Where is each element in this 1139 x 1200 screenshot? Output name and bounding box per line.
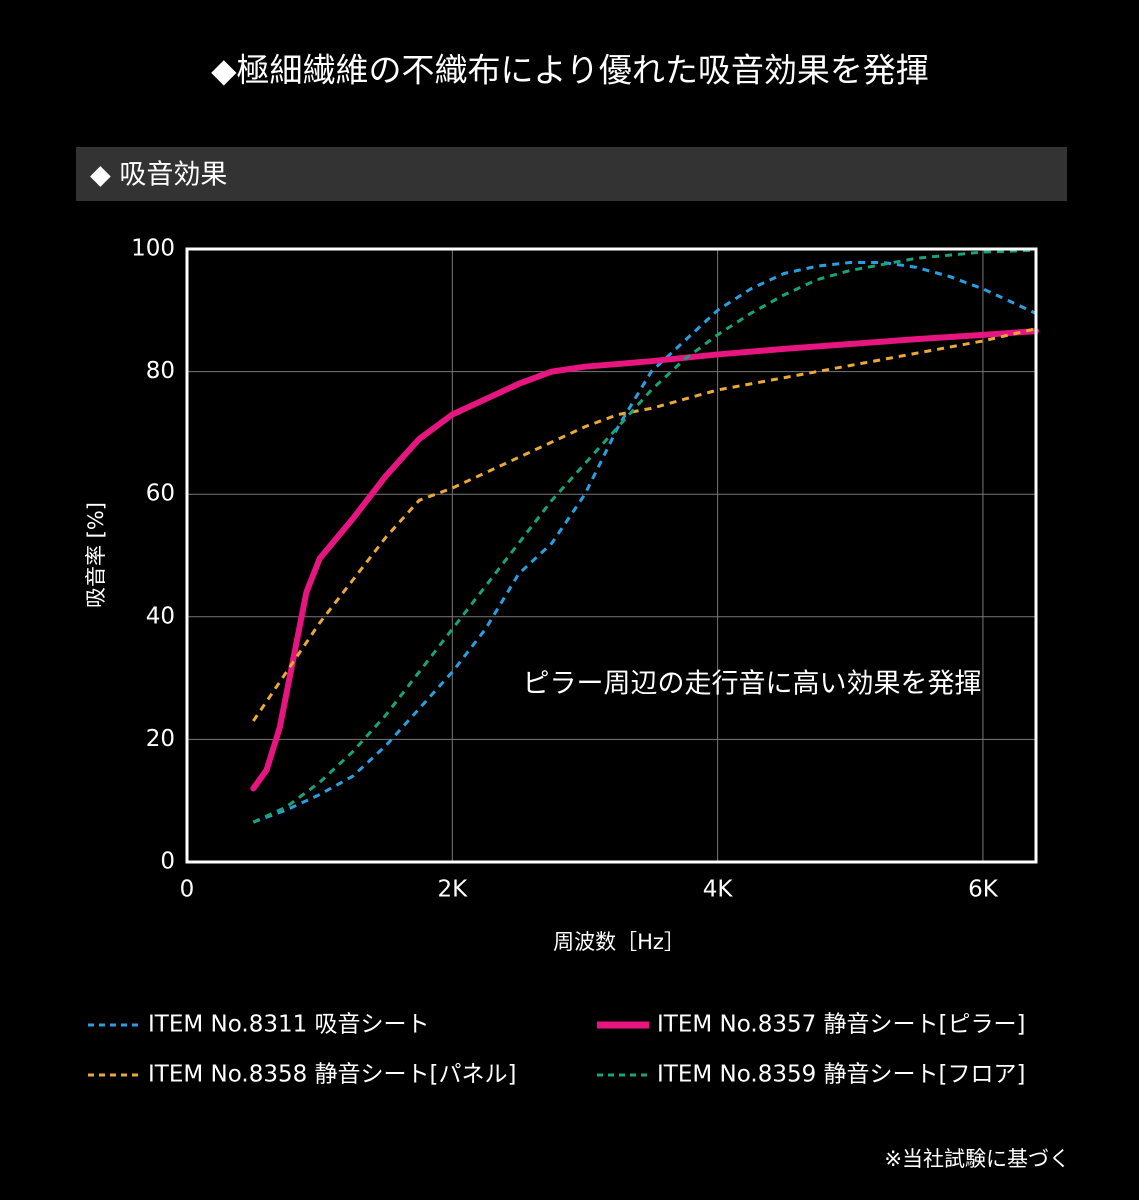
plot-frame	[185, 247, 1038, 864]
footnote: ※当社試験に基づく	[884, 1147, 1070, 1171]
data-line	[252, 260, 1037, 824]
section-title: ◆ 吸音効果	[90, 160, 227, 191]
legend-label: ITEM No.8311 吸音シート	[148, 1012, 430, 1038]
section-bar	[76, 147, 1067, 201]
y-tick-label: 0	[160, 849, 175, 875]
x-tick-label: 0	[180, 877, 195, 903]
x-tick-label: 2K	[437, 877, 468, 903]
y-tick-label: 20	[146, 726, 175, 752]
legend-label: ITEM No.8359 静音シート[フロア]	[657, 1062, 1026, 1088]
x-tick-label: 4K	[703, 877, 734, 903]
legend-label: ITEM No.8358 静音シート[パネル]	[148, 1062, 517, 1088]
chart-title: ◆極細繊維の不織布により優れた吸音効果を発揮	[211, 51, 929, 90]
y-axis-label: 吸音率 [%]	[84, 502, 108, 608]
y-tick-label: 60	[146, 481, 175, 507]
data-line	[250, 328, 1039, 792]
y-tick-label: 100	[131, 236, 175, 262]
data-line	[252, 327, 1037, 722]
annotation: ピラー周辺の走行音に高い効果を発揮	[523, 669, 982, 700]
x-axis-label: 周波数［Hz］	[553, 930, 685, 954]
x-tick-label: 6K	[968, 877, 999, 903]
legend-label: ITEM No.8357 静音シート[ピラー]	[657, 1012, 1026, 1038]
y-tick-label: 80	[146, 358, 175, 384]
y-tick-label: 40	[146, 603, 175, 629]
